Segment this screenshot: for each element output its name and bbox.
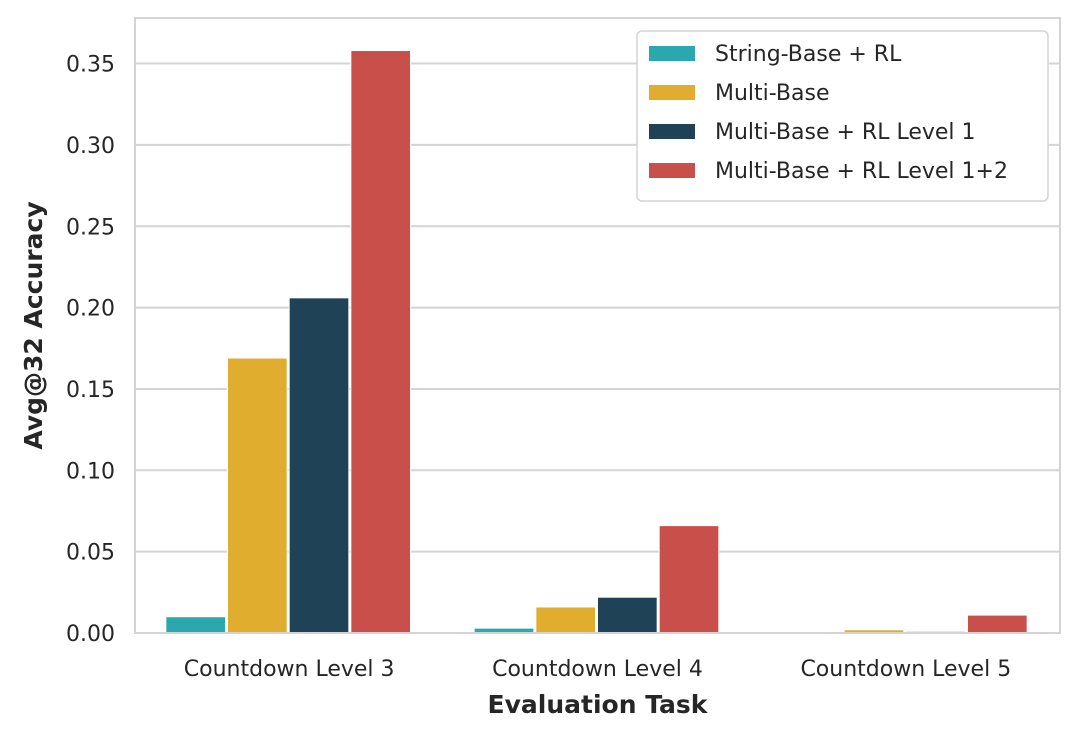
- legend-box: [636, 30, 1049, 202]
- y-axis-ticks: 0.00 0.05 0.10 0.15 0.20 0.25 0.30 0.35: [66, 53, 115, 647]
- y-tick-label: 0.00: [66, 622, 115, 647]
- bar: [165, 616, 226, 634]
- x-tick-label: Countdown Level 5: [800, 657, 1011, 682]
- x-tick-label: Countdown Level 3: [184, 657, 395, 682]
- x-tick-label: Countdown Level 4: [492, 657, 703, 682]
- x-axis-title: Evaluation Task: [488, 690, 709, 719]
- legend-label: Multi-Base + RL Level 1: [715, 120, 976, 145]
- x-axis-ticks: Countdown Level 3 Countdown Level 4 Countd…: [184, 657, 1011, 682]
- bar: [227, 357, 288, 634]
- y-tick-label: 0.30: [66, 134, 115, 159]
- y-tick-label: 0.20: [66, 297, 115, 322]
- bars: [165, 50, 1028, 634]
- plot-frame: [134, 17, 1061, 634]
- y-tick-label: 0.10: [66, 459, 115, 484]
- y-tick-label: 0.25: [66, 215, 115, 240]
- legend-label: Multi-Base + RL Level 1+2: [715, 159, 1008, 184]
- legend: String-Base + RL Multi-Base Multi-Base + R…: [636, 30, 1049, 202]
- y-tick-label: 0.15: [66, 378, 115, 403]
- bar: [597, 596, 658, 634]
- legend-swatch: [649, 46, 695, 61]
- y-tick-label: 0.05: [66, 541, 115, 566]
- legend-label: Multi-Base: [715, 81, 830, 106]
- legend-swatch: [649, 163, 695, 178]
- bar: [350, 50, 412, 634]
- y-axis-title: Avg@32 Accuracy: [19, 201, 48, 449]
- bar: [967, 614, 1028, 634]
- bar: [658, 525, 720, 634]
- legend-label: String-Base + RL: [715, 42, 902, 67]
- legend-swatch: [649, 124, 695, 139]
- bar: [535, 606, 596, 634]
- legend-swatch: [649, 85, 695, 100]
- bar: [288, 297, 350, 634]
- y-tick-label: 0.35: [66, 53, 115, 78]
